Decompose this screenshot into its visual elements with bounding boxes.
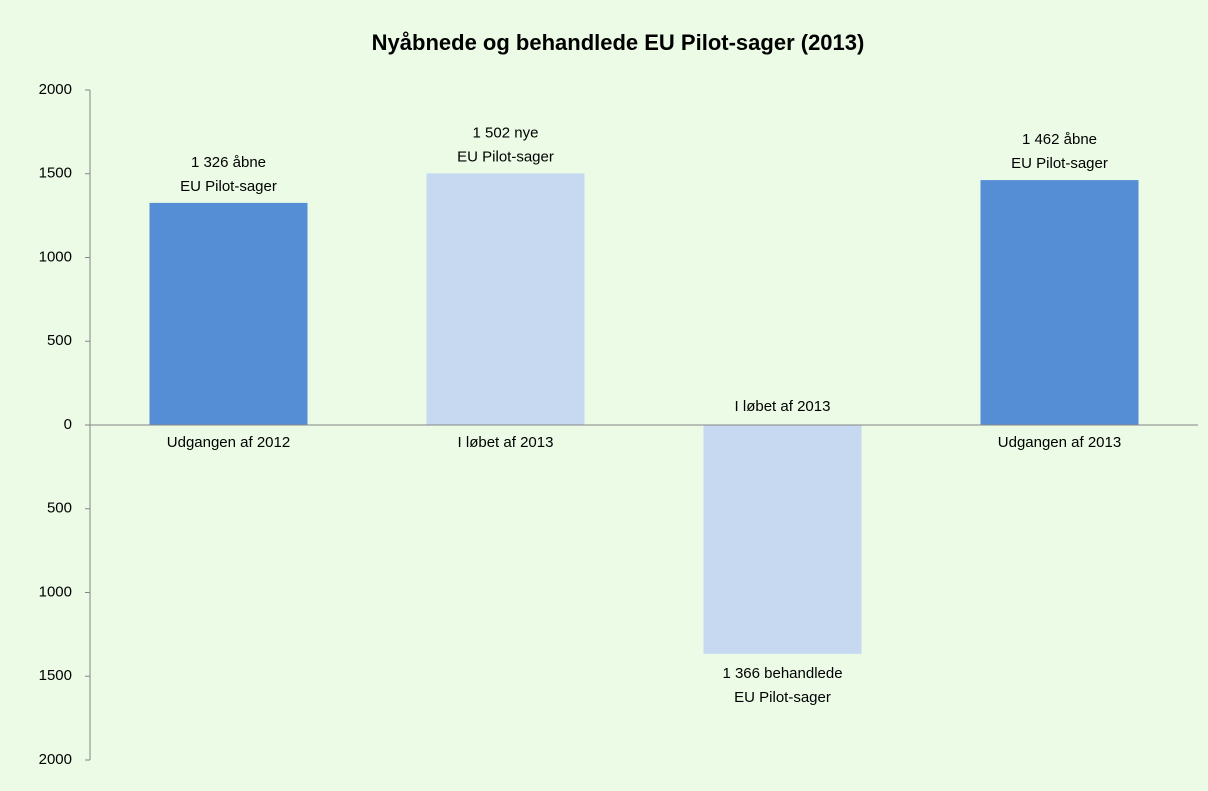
y-tick-label: 1500 bbox=[39, 667, 72, 684]
data-label: EU Pilot-sager bbox=[1011, 155, 1108, 172]
data-label: EU Pilot-sager bbox=[734, 689, 831, 706]
bar bbox=[980, 180, 1139, 425]
y-tick-label: 2000 bbox=[39, 81, 72, 98]
data-label: EU Pilot-sager bbox=[457, 148, 554, 165]
data-label: 1 366 behandlede bbox=[722, 665, 842, 682]
data-label: 1 326 åbne bbox=[191, 154, 266, 171]
bar bbox=[426, 173, 585, 425]
x-tick-label: I løbet af 2013 bbox=[735, 398, 831, 415]
y-tick-label: 1500 bbox=[39, 165, 72, 182]
x-tick-label: Udgangen af 2013 bbox=[998, 434, 1121, 451]
y-tick-label: 2000 bbox=[39, 751, 72, 768]
y-tick-label: 0 bbox=[64, 416, 72, 433]
y-tick-label: 1000 bbox=[39, 248, 72, 265]
data-label: 1 502 nye bbox=[473, 124, 539, 141]
x-tick-label: Udgangen af 2012 bbox=[167, 434, 290, 451]
chart-title: Nyåbnede og behandlede EU Pilot-sager (2… bbox=[372, 30, 865, 55]
bar bbox=[703, 425, 862, 654]
x-tick-label: I løbet af 2013 bbox=[458, 434, 554, 451]
data-label: EU Pilot-sager bbox=[180, 178, 277, 195]
bar bbox=[149, 202, 308, 425]
y-tick-label: 1000 bbox=[39, 583, 72, 600]
y-tick-label: 500 bbox=[47, 332, 72, 349]
data-label: 1 462 åbne bbox=[1022, 131, 1097, 148]
y-tick-label: 500 bbox=[47, 500, 72, 517]
